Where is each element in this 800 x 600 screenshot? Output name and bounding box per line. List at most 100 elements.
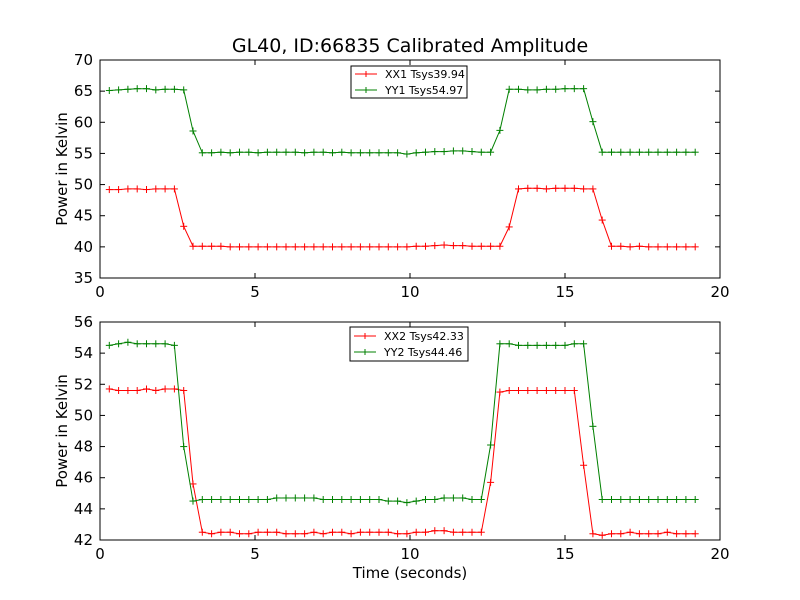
series-yy1-point: [291, 148, 299, 156]
series-yy2-point: [487, 441, 495, 449]
series-yy2-point: [496, 340, 504, 348]
series-xx2-point: [301, 530, 309, 538]
series-yy2-point: [403, 499, 411, 507]
top-y-tick-label: 70: [74, 51, 93, 69]
series-yy1-point: [161, 85, 169, 93]
series-yy2-point: [477, 496, 485, 504]
series-xx2-point: [115, 387, 123, 395]
top-y-tick-label: 35: [74, 269, 93, 287]
series-xx1-point: [552, 184, 560, 192]
series-xx1-point: [496, 242, 504, 250]
series-xx1-point: [422, 242, 429, 250]
legend-xx2-label: XX2 Tsys42.33: [384, 330, 464, 343]
series-xx2-point: [403, 530, 411, 538]
series-yy2-point: [542, 341, 550, 349]
series-yy2-point: [440, 494, 448, 502]
series-xx1-point: [310, 243, 318, 251]
series-xx1-point: [626, 243, 634, 251]
legend-yy1-label: YY1 Tsys54.97: [384, 84, 463, 97]
series-yy1-point: [412, 149, 420, 157]
series-yy2-point: [347, 496, 355, 504]
series-xx2-point: [366, 528, 374, 536]
series-yy1-point: [635, 148, 643, 156]
series-yy2-point: [468, 496, 476, 504]
series-xx1-point: [254, 243, 262, 251]
series-xx1-point: [663, 243, 671, 251]
top-y-tick-label: 45: [74, 207, 93, 225]
series-yy1-point: [263, 148, 271, 156]
top-panel: 0 5 10 15 20 35 40 45 50 55 60 65 70 Power in Kelvin…: [53, 51, 730, 301]
top-legend: XX1 Tsys39.94 YY1 Tsys54.97: [350, 65, 468, 99]
series-yy2-point: [198, 496, 206, 504]
series-yy1-point: [170, 85, 178, 93]
series-yy2-point: [254, 496, 262, 504]
series-yy2-point: [170, 341, 178, 349]
series-yy2-point: [291, 494, 299, 502]
series-yy2-point: [552, 341, 560, 349]
bottom-y-tick-label: 52: [74, 375, 93, 393]
series-yy1-point: [580, 85, 588, 93]
series-yy2-point: [589, 422, 597, 430]
legend-xx1-label: XX1 Tsys39.94: [385, 68, 465, 81]
series-yy2-point: [124, 338, 132, 346]
series-xx2-point: [580, 461, 588, 469]
series-yy1-point: [143, 85, 150, 93]
series-xx2-point: [524, 387, 532, 395]
legend-yy2-label: YY2 Tsys44.46: [383, 346, 462, 359]
series-yy1-point: [347, 149, 355, 157]
series-xx2-point: [236, 530, 243, 538]
series-yy2-point: [319, 496, 327, 504]
series-yy1-point: [691, 148, 699, 156]
series-xx1-point: [282, 243, 290, 251]
series-xx1-point: [505, 223, 513, 231]
series-yy2-point: [617, 496, 625, 504]
series-xx2-point: [189, 480, 197, 488]
series-xx1-point: [635, 242, 643, 250]
series-xx1-point: [301, 243, 309, 251]
series-yy2-point: [245, 496, 253, 504]
series-yy2-point: [338, 496, 346, 504]
series-xx2-point: [105, 385, 113, 393]
series-xx2-point: [477, 528, 485, 536]
series-xx2-point: [561, 387, 569, 395]
series-yy1-point: [356, 149, 364, 157]
series-yy1-point: [226, 149, 234, 157]
series-xx1-point: [143, 186, 150, 194]
series-yy2-point: [635, 496, 643, 504]
series-xx1-point: [273, 243, 281, 251]
series-yy1-point: [319, 148, 327, 156]
series-yy2-point: [533, 341, 541, 349]
bottom-x-tick-label: 15: [555, 545, 574, 563]
series-xx1-point: [580, 185, 588, 193]
series-xx1-point: [533, 184, 541, 192]
top-x-tick-label: 20: [710, 283, 729, 301]
series-yy1-point: [570, 85, 578, 93]
series-yy1-point: [663, 148, 671, 156]
series-xx1-point: [245, 243, 253, 251]
series-xx1-point: [198, 242, 206, 250]
series-yy2-point: [515, 341, 522, 349]
series-yy2-point: [673, 496, 681, 504]
series-xx2-point: [133, 387, 141, 395]
series-xx1-point: [570, 184, 578, 192]
series-yy2-point: [301, 494, 309, 502]
series-xx2-point: [505, 387, 513, 395]
series-yy1-point: [422, 148, 429, 156]
series-xx2-point: [635, 530, 643, 538]
series-xx2-point: [542, 387, 550, 395]
series-yy1-point: [189, 127, 197, 135]
bottom-ticks-layer: 0 5 10 15 20 42 44 46 48 50 52 54 56: [74, 313, 730, 563]
series-xx2-point: [263, 528, 271, 536]
series-yy2-point: [654, 496, 662, 504]
series-xx1-point: [608, 242, 615, 250]
series-xx2-point: [691, 530, 699, 538]
series-xx1-point: [366, 243, 374, 251]
series-xx2-point: [496, 388, 504, 396]
series-yy1-point: [449, 147, 457, 155]
top-x-tick-label: 15: [555, 283, 574, 301]
series-xx1-point: [208, 242, 216, 250]
series-xx1-point: [477, 242, 485, 250]
series-xx2-point: [347, 530, 355, 538]
series-xx1-point: [133, 185, 141, 193]
